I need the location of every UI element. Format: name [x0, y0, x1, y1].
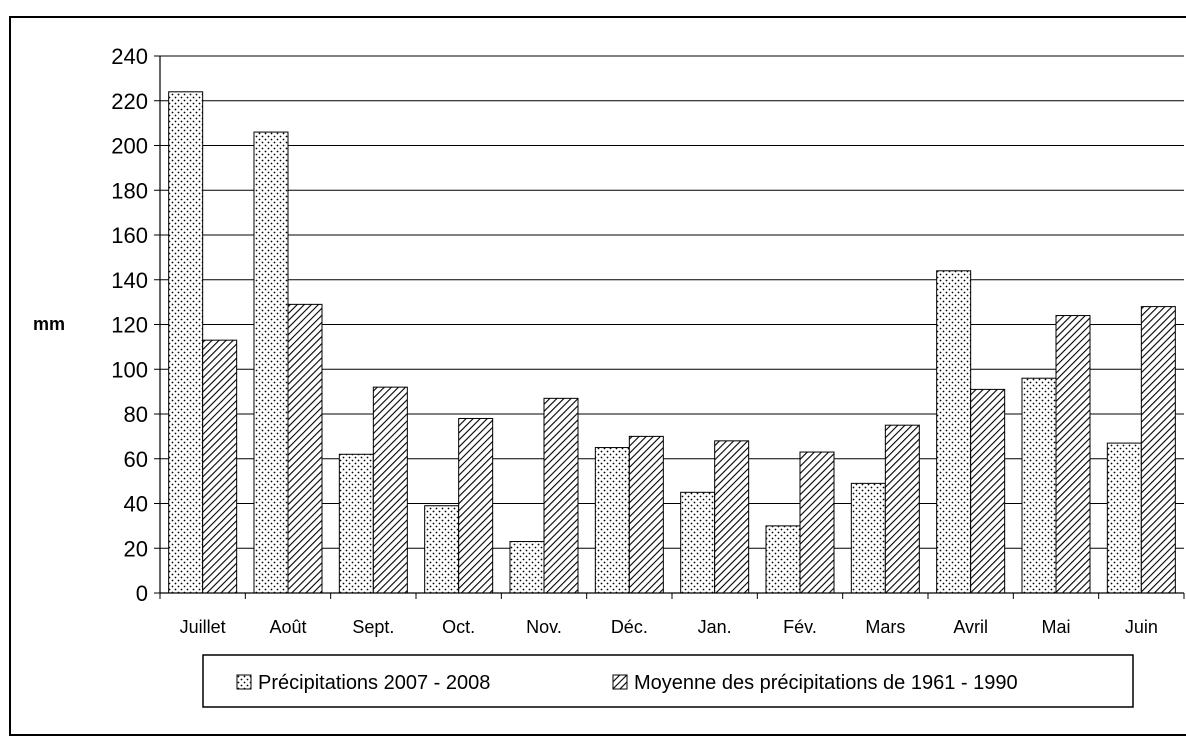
- bar-precip-2007-2008: [338, 453, 374, 594]
- x-tick-label: Nov.: [526, 617, 562, 637]
- y-tick-label: 120: [111, 313, 148, 338]
- bar-precip-2007-2008: [594, 447, 630, 594]
- x-tick-label: Sept.: [352, 617, 394, 637]
- bar-precip-2007-2008: [1021, 377, 1057, 594]
- bar-precip-2007-2008: [253, 131, 289, 594]
- y-tick-label: 60: [124, 447, 148, 472]
- bar-avg-1961-1990: [714, 440, 750, 594]
- bar-avg-1961-1990: [1055, 315, 1091, 594]
- y-tick-label: 200: [111, 134, 148, 159]
- x-tick-label: Oct.: [442, 617, 475, 637]
- bar-precip-2007-2008: [936, 270, 972, 594]
- y-axis-title: mm: [33, 314, 65, 334]
- y-tick-label: 100: [111, 357, 148, 382]
- y-tick-label: 40: [124, 492, 148, 517]
- x-tick-label: Déc.: [611, 617, 648, 637]
- legend-label-series-1: Précipitations 2007 - 2008: [258, 672, 490, 694]
- x-tick-label: Mars: [865, 617, 905, 637]
- y-tick-label: 80: [124, 402, 148, 427]
- bar-avg-1961-1990: [543, 397, 579, 594]
- bar-precip-2007-2008: [424, 505, 460, 594]
- bar-avg-1961-1990: [372, 386, 408, 594]
- legend-swatch-series-2: [612, 674, 628, 690]
- bar-precip-2007-2008: [850, 482, 886, 594]
- bar-avg-1961-1990: [884, 424, 920, 594]
- x-tick-label: Mai: [1041, 617, 1070, 637]
- y-tick-label: 20: [124, 536, 148, 561]
- y-tick-label: 0: [136, 581, 148, 606]
- grid-layer: [160, 55, 1184, 549]
- bar-avg-1961-1990: [799, 451, 835, 594]
- bar-avg-1961-1990: [202, 339, 238, 594]
- bar-avg-1961-1990: [287, 303, 323, 594]
- bar-precip-2007-2008: [509, 541, 545, 594]
- x-tick-label: Jan.: [698, 617, 732, 637]
- bar-avg-1961-1990: [970, 388, 1006, 594]
- legend-label-series-2: Moyenne des précipitations de 1961 - 199…: [634, 672, 1018, 694]
- x-tick-label: Juin: [1125, 617, 1158, 637]
- bar-avg-1961-1990: [628, 435, 664, 594]
- y-tick-label: 160: [111, 223, 148, 248]
- chart-svg: 0 20 40 60 80 100 120 140 160 180 200 220 240 Juillet…: [33, 44, 1185, 708]
- y-tick-label: 220: [111, 89, 148, 114]
- x-tick-label: Août: [269, 617, 306, 637]
- bar-avg-1961-1990: [458, 417, 494, 594]
- y-tick-label: 180: [111, 178, 148, 203]
- bar-precip-2007-2008: [1106, 442, 1142, 594]
- axis-layer: 0 20 40 60 80 100 120 140 160 180 200 220 240 Juillet…: [111, 44, 1185, 637]
- bar-avg-1961-1990: [1140, 306, 1176, 594]
- bars-layer: [168, 91, 1176, 594]
- y-tick-label: 240: [111, 44, 148, 69]
- bar-precip-2007-2008: [765, 525, 801, 594]
- y-tick-label: 140: [111, 268, 148, 293]
- x-tick-label: Juillet: [180, 617, 226, 637]
- x-tick-label: Avril: [953, 617, 988, 637]
- bar-precip-2007-2008: [168, 91, 204, 594]
- bar-precip-2007-2008: [680, 491, 716, 594]
- x-tick-label: Fév.: [783, 617, 817, 637]
- legend: Précipitations 2007 - 2008 Moyenne des p…: [202, 654, 1134, 708]
- legend-box: [202, 654, 1134, 708]
- legend-swatch-series-1: [236, 674, 252, 690]
